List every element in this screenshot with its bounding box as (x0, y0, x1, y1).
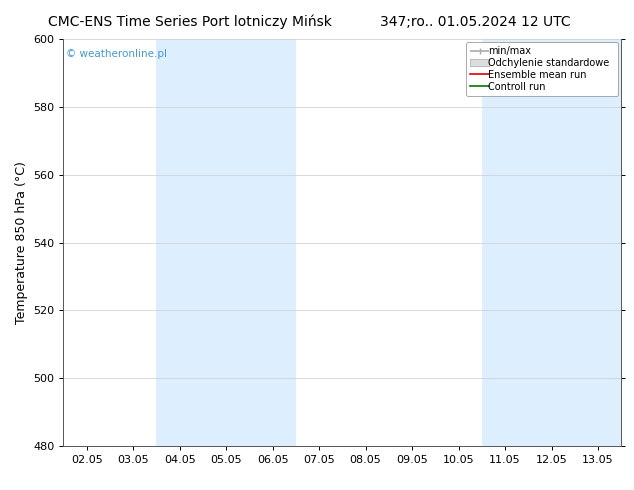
Bar (157, 39, 296, 446)
Text: © weatheronline.pl: © weatheronline.pl (66, 49, 167, 59)
Text: 347;ro.. 01.05.2024 12 UTC: 347;ro.. 01.05.2024 12 UTC (380, 15, 571, 29)
Text: CMC-ENS Time Series Port lotniczy Mińsk: CMC-ENS Time Series Port lotniczy Mińsk (48, 15, 332, 29)
Y-axis label: Temperature 850 hPa (°C): Temperature 850 hPa (°C) (15, 161, 27, 324)
Bar (482, 39, 621, 446)
Legend: min/max, Odchylenie standardowe, Ensemble mean run, Controll run: min/max, Odchylenie standardowe, Ensembl… (466, 42, 618, 96)
